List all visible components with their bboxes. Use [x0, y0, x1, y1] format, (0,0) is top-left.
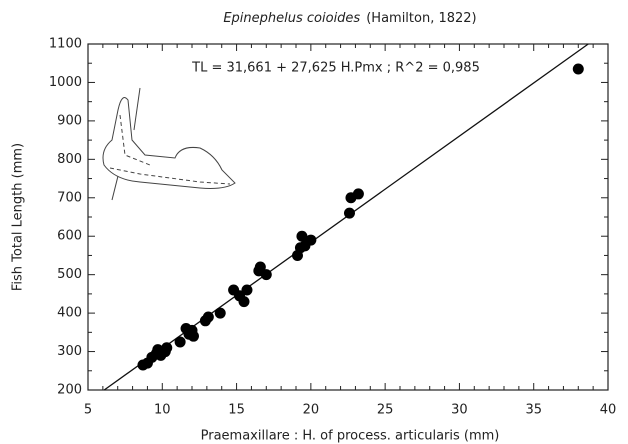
x-tick-label: 20 [303, 403, 320, 418]
x-tick-label: 10 [154, 403, 171, 418]
x-tick-label: 5 [84, 403, 92, 418]
y-axis-label: Fish Total Length (mm) [11, 143, 26, 291]
y-tick-label: 1000 [49, 75, 82, 90]
y-tick-label: 600 [57, 229, 82, 244]
point [214, 307, 226, 319]
point [238, 296, 250, 308]
point [161, 342, 173, 354]
point [296, 230, 308, 242]
x-tick-label: 25 [377, 403, 394, 418]
point [187, 330, 199, 342]
point [174, 336, 186, 348]
point [241, 284, 253, 296]
y-tick-label: 400 [57, 306, 82, 321]
point [254, 261, 266, 273]
y-tick-label: 300 [57, 344, 82, 359]
x-tick-label: 35 [525, 403, 542, 418]
title-species: Epinephelus coioides [223, 11, 360, 26]
title-author: (Hamilton, 1822) [366, 11, 476, 26]
y-tick-label: 1100 [49, 37, 82, 52]
y-tick-label: 700 [57, 190, 82, 205]
point [202, 311, 214, 323]
x-tick-label: 40 [600, 403, 617, 418]
y-tick-label: 500 [57, 267, 82, 282]
x-tick-label: 15 [228, 403, 245, 418]
y-tick-label: 800 [57, 152, 82, 167]
point [352, 188, 364, 200]
y-tick-label: 200 [57, 383, 82, 398]
annotation: TL = 31,661 + 27,625 H.Pmx ; R^2 = 0,985 [191, 61, 480, 76]
point [572, 63, 584, 75]
point [305, 234, 317, 246]
x-axis-label: Praemaxillare : H. of process. articular… [201, 429, 500, 444]
point [260, 269, 272, 281]
chart-title: Epinephelus coioides (Hamilton, 1822) [223, 11, 476, 26]
point [343, 207, 355, 219]
y-tick-label: 900 [57, 113, 82, 128]
fish-sketch [102, 87, 236, 201]
x-tick-label: 30 [451, 403, 468, 418]
